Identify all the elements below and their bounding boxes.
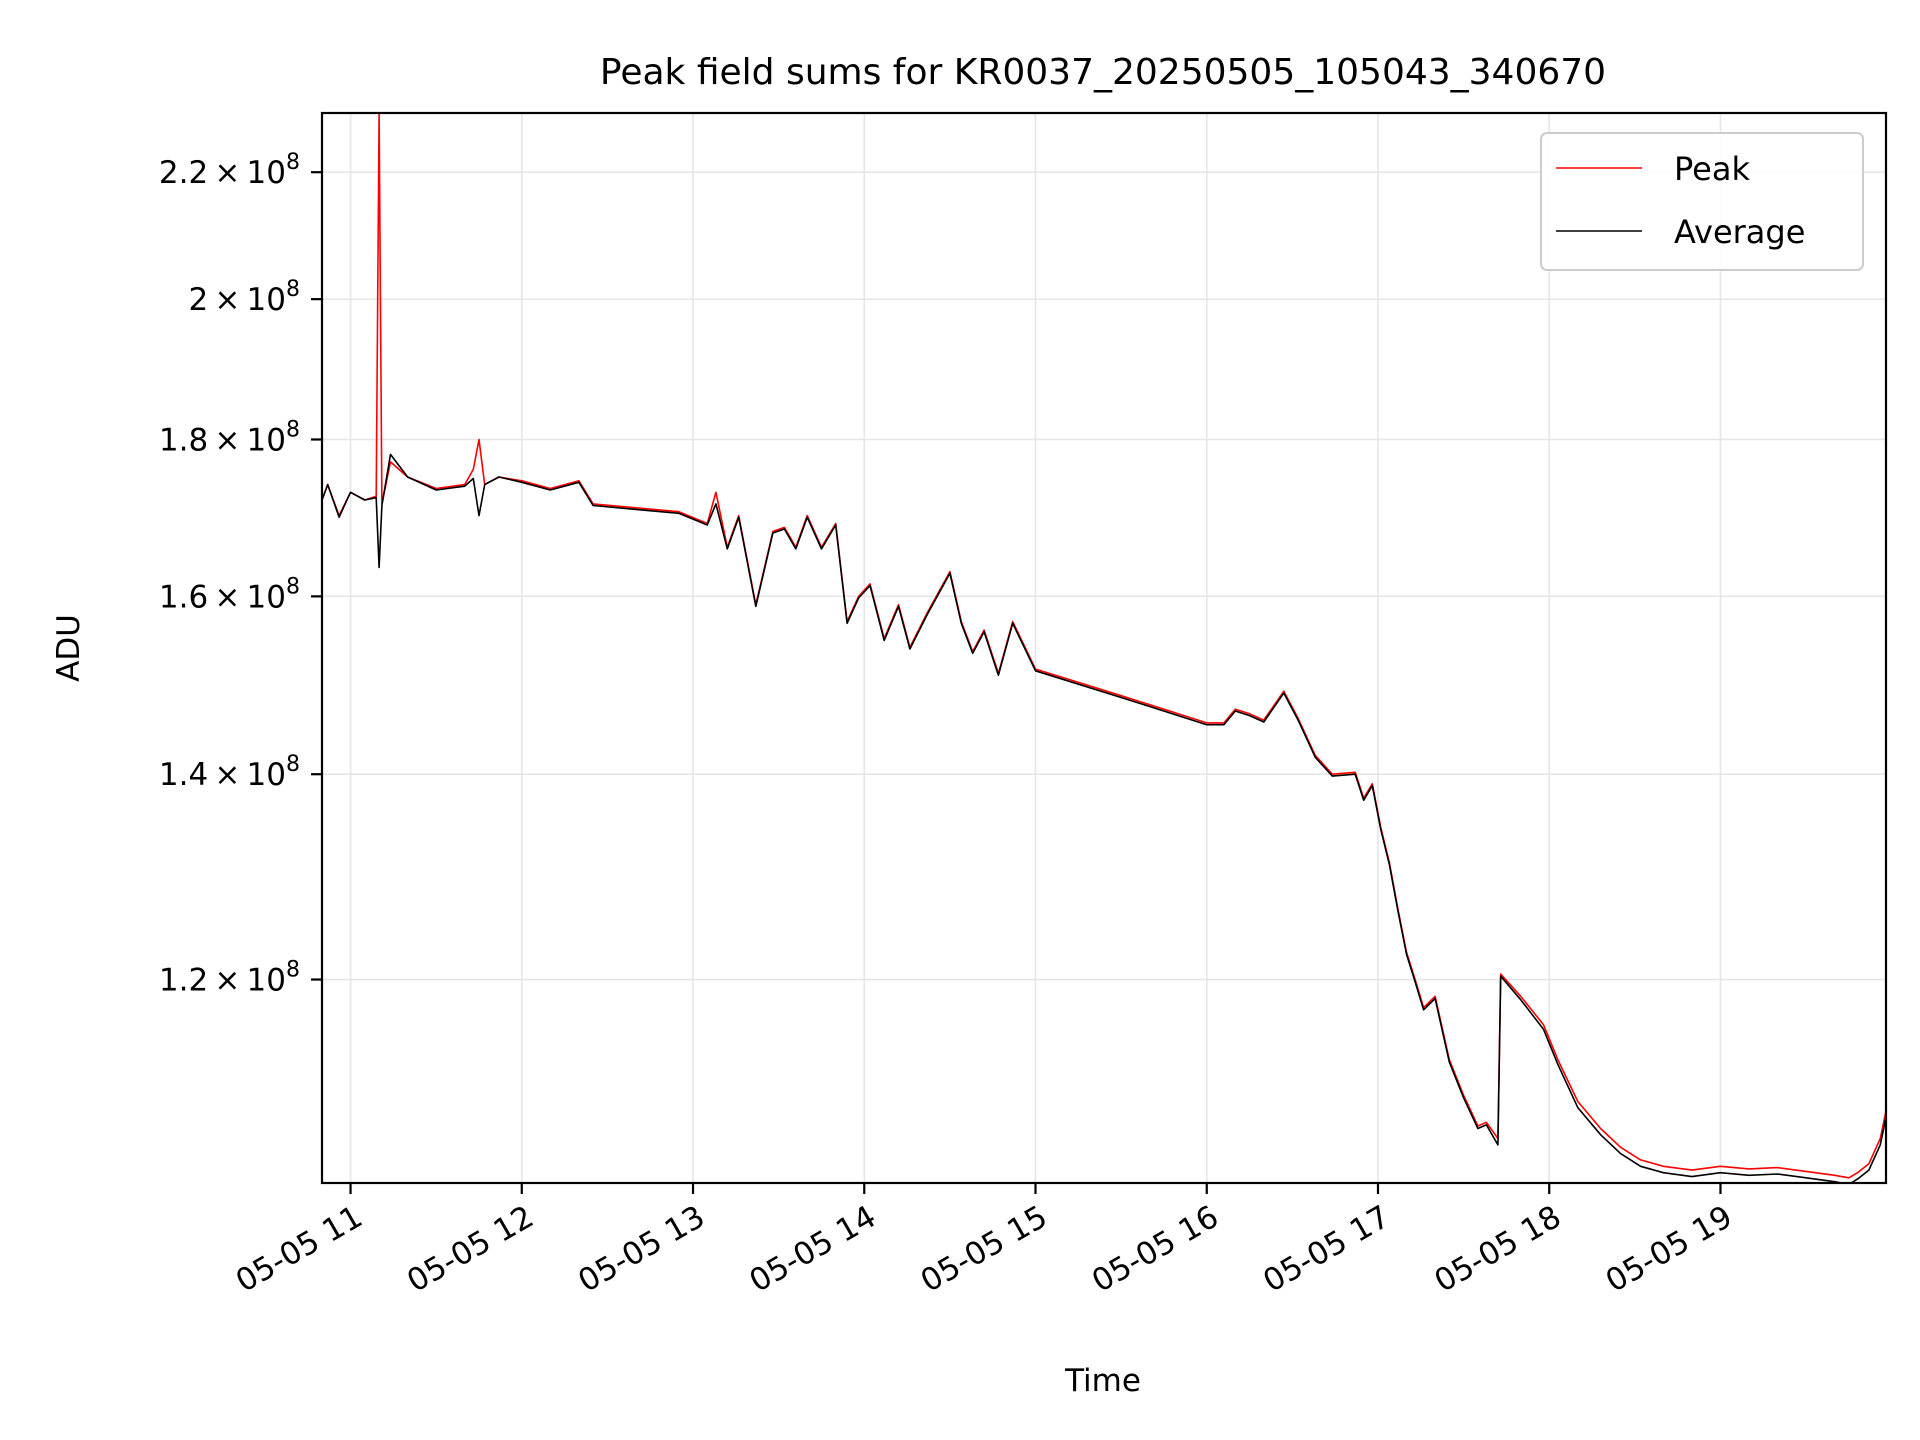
y-tick-label: 1.6 × 108 bbox=[159, 574, 300, 615]
y-tick-label: 1.4 × 108 bbox=[159, 752, 300, 793]
x-axis-label: Time bbox=[1064, 1363, 1141, 1399]
y-tick-label: 2.2 × 108 bbox=[159, 150, 300, 191]
series-line-average bbox=[322, 453, 1886, 1183]
plot-frame bbox=[320, 111, 1888, 1185]
legend-label-peak: Peak bbox=[1674, 150, 1750, 188]
y-tick-label: 1.8 × 108 bbox=[159, 417, 300, 458]
y-axis-label: ADU bbox=[51, 614, 87, 682]
grid bbox=[322, 113, 1886, 1183]
chart-title: Peak field sums for KR0037_20250505_1050… bbox=[600, 52, 1606, 93]
y-tick-label: 1.2 × 108 bbox=[159, 958, 300, 999]
legend: Peak Average bbox=[1540, 132, 1864, 271]
series-line-peak bbox=[322, 113, 1886, 1179]
series-layer bbox=[322, 113, 1886, 1183]
legend-label-average: Average bbox=[1674, 213, 1805, 251]
y-tick-label: 2 × 108 bbox=[188, 277, 300, 318]
